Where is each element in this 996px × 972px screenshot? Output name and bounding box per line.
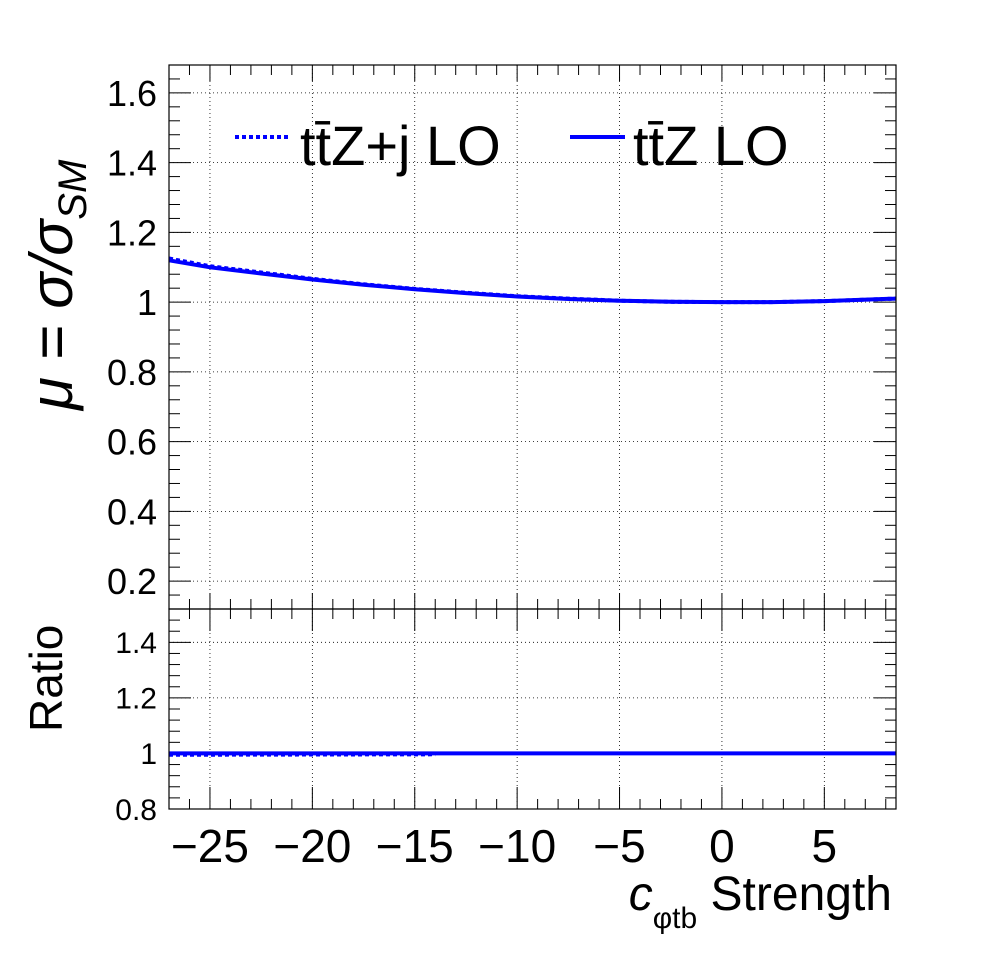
main-panel-grid: [169, 65, 896, 609]
ratio-panel-series: [168, 751, 896, 757]
ratio-y-axis-label: Ratio: [20, 625, 72, 732]
main-y-tick-label: 1.4: [107, 143, 157, 184]
main-y-tick-label: 1.6: [107, 73, 157, 114]
main-y-tick-label: 0.4: [107, 491, 157, 532]
ratio-y-tick-label: 0.8: [115, 794, 157, 827]
x-tick-label: 5: [812, 820, 838, 872]
x-tick-label: −10: [478, 820, 556, 872]
x-tick-label: −20: [273, 820, 351, 872]
ratio-panel-frame: [168, 608, 897, 810]
ratio-y-tick-label: 1.2: [115, 683, 157, 716]
ratio-y-tick-label: 1: [140, 738, 157, 771]
ratio-panel-grid: [169, 609, 896, 810]
series-line-solid: [168, 258, 897, 305]
legend-label-ttz: tt̄Z LO: [633, 114, 789, 177]
ratio-y-tick-label: 1.4: [115, 627, 157, 660]
x-tick-label: −5: [593, 820, 645, 872]
main-y-tick-label: 0.6: [107, 422, 157, 463]
x-tick-label: 0: [709, 820, 735, 872]
legend: tt̄Z+j LO tt̄Z LO: [235, 114, 789, 177]
main-panel-ticks: 0.2 0.4 0.6 0.8 1 1.2 1.4 1.6: [107, 64, 896, 610]
main-y-tick-label: 1: [137, 282, 157, 323]
ratio-panel-ticks: 0.8 1 1.2 1.4 −25 −20 −15 −10 −5 0 5: [115, 608, 896, 872]
main-y-tick-label: 0.2: [107, 561, 157, 602]
main-y-tick-label: 0.8: [107, 352, 157, 393]
main-y-tick-label: 1.2: [107, 212, 157, 253]
legend-label-ttzj: tt̄Z+j LO: [300, 114, 501, 177]
main-y-axis-label: μ = σ/σSM: [18, 159, 95, 412]
x-tick-label: −25: [171, 820, 249, 872]
x-tick-label: −15: [376, 820, 454, 872]
x-axis-label: cφtb Strength: [629, 868, 892, 935]
main-panel-series: [168, 256, 897, 305]
